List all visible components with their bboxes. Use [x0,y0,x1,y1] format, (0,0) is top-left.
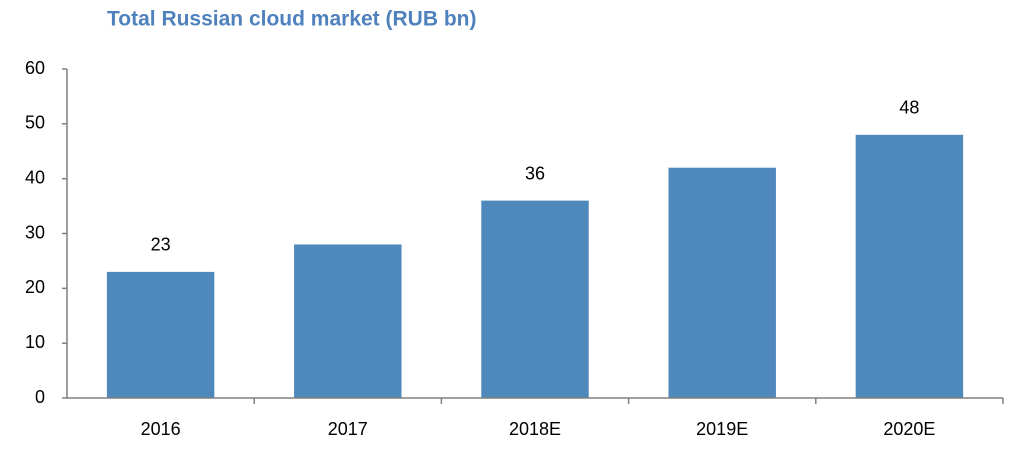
y-tick-label: 50 [25,113,45,133]
x-tick-label: 2020E [883,419,935,439]
x-tick-label: 2019E [696,419,748,439]
x-tick-label: 2016 [141,419,181,439]
bar [668,167,776,398]
x-tick-label: 2018E [509,419,561,439]
x-tick-label: 2017 [328,419,368,439]
bar [855,134,964,399]
y-tick-label: 20 [25,277,45,297]
bar [294,244,402,398]
data-label: 48 [899,98,919,118]
y-tick-label: 0 [35,387,45,407]
y-tick-label: 10 [25,332,45,352]
y-tick-label: 40 [25,167,45,187]
y-tick-label: 60 [25,58,45,78]
data-label: 23 [151,235,171,255]
bar [106,271,215,398]
bar [481,200,589,398]
data-label: 36 [525,163,545,183]
chart-title: Total Russian cloud market (RUB bn) [107,8,476,31]
y-tick-label: 30 [25,222,45,242]
